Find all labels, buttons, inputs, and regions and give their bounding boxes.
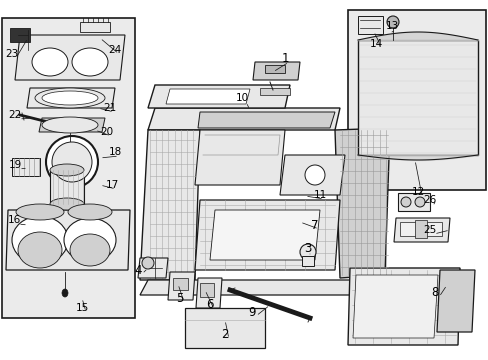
Ellipse shape — [386, 16, 398, 28]
Bar — [264, 65, 285, 73]
Text: 15: 15 — [75, 303, 88, 313]
Text: 2: 2 — [221, 328, 228, 342]
Ellipse shape — [414, 197, 424, 207]
Ellipse shape — [50, 198, 84, 210]
Text: 5: 5 — [176, 292, 183, 305]
Polygon shape — [80, 22, 110, 32]
Polygon shape — [347, 268, 459, 345]
Bar — [173, 278, 187, 290]
Polygon shape — [196, 278, 222, 308]
Bar — [184, 308, 264, 348]
Bar — [399, 222, 441, 236]
Bar — [347, 10, 485, 190]
Text: 22: 22 — [8, 110, 21, 120]
Polygon shape — [140, 130, 200, 280]
Bar — [397, 193, 429, 211]
Bar — [357, 16, 382, 34]
Text: 19: 19 — [8, 160, 21, 170]
Bar — [50, 170, 84, 204]
Ellipse shape — [46, 136, 98, 188]
Ellipse shape — [142, 257, 154, 269]
Text: 11: 11 — [313, 190, 326, 200]
Polygon shape — [10, 28, 30, 42]
Polygon shape — [148, 85, 289, 108]
Text: 20: 20 — [100, 127, 113, 137]
Ellipse shape — [72, 48, 108, 76]
Polygon shape — [148, 108, 339, 130]
Ellipse shape — [70, 234, 110, 266]
Text: 16: 16 — [7, 215, 20, 225]
Ellipse shape — [42, 91, 98, 105]
Ellipse shape — [18, 232, 62, 268]
Text: 12: 12 — [410, 187, 424, 197]
Text: 21: 21 — [103, 103, 116, 113]
Text: 25: 25 — [423, 225, 436, 235]
Polygon shape — [39, 118, 105, 132]
Text: 24: 24 — [108, 45, 122, 55]
Polygon shape — [436, 270, 474, 332]
Polygon shape — [334, 128, 389, 278]
Ellipse shape — [50, 164, 84, 176]
Text: 10: 10 — [235, 93, 248, 103]
Bar — [414, 220, 426, 238]
Polygon shape — [195, 200, 339, 270]
Polygon shape — [195, 130, 285, 185]
Polygon shape — [252, 62, 299, 80]
Polygon shape — [27, 88, 115, 108]
Bar — [200, 283, 214, 297]
Polygon shape — [357, 40, 477, 155]
Polygon shape — [140, 280, 399, 295]
Polygon shape — [260, 88, 289, 95]
Ellipse shape — [12, 216, 68, 264]
Text: 17: 17 — [105, 180, 119, 190]
Ellipse shape — [400, 197, 410, 207]
Text: 9: 9 — [248, 306, 255, 319]
Polygon shape — [165, 89, 249, 104]
Ellipse shape — [299, 244, 315, 260]
Ellipse shape — [64, 218, 116, 262]
Bar — [2, 18, 135, 318]
Polygon shape — [168, 272, 195, 300]
Text: 18: 18 — [108, 147, 122, 157]
Text: 1: 1 — [281, 51, 288, 64]
Text: 26: 26 — [423, 195, 436, 205]
Text: 13: 13 — [385, 21, 398, 31]
Text: 7: 7 — [311, 219, 318, 231]
Ellipse shape — [52, 142, 92, 182]
Polygon shape — [393, 218, 449, 242]
Polygon shape — [6, 210, 130, 270]
Text: 4: 4 — [134, 264, 142, 276]
Ellipse shape — [42, 117, 98, 133]
Polygon shape — [280, 155, 345, 195]
Text: 8: 8 — [430, 287, 438, 300]
Ellipse shape — [32, 48, 68, 76]
Polygon shape — [198, 112, 334, 128]
Text: 14: 14 — [368, 39, 382, 49]
Bar — [302, 256, 313, 266]
Text: 6: 6 — [206, 298, 213, 311]
Ellipse shape — [305, 165, 325, 185]
Polygon shape — [15, 35, 125, 80]
Bar — [12, 158, 40, 176]
Ellipse shape — [67, 144, 73, 152]
Ellipse shape — [35, 88, 105, 108]
Polygon shape — [209, 210, 319, 260]
Text: 23: 23 — [5, 49, 19, 59]
Ellipse shape — [68, 204, 112, 220]
Text: 3: 3 — [304, 242, 311, 255]
Polygon shape — [352, 275, 437, 338]
Polygon shape — [138, 258, 168, 278]
Ellipse shape — [16, 204, 64, 220]
Ellipse shape — [62, 289, 68, 297]
